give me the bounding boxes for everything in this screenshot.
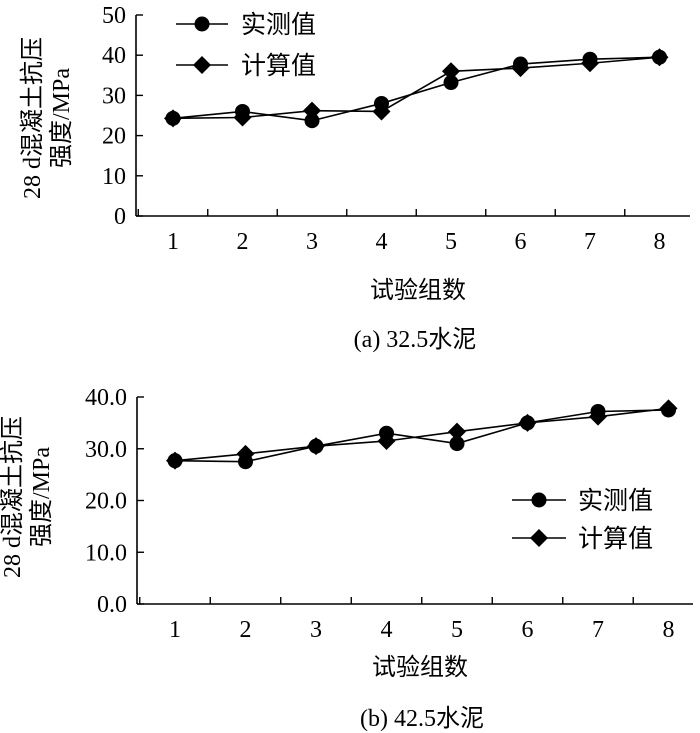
chart-b-y-tick-label: 0.0 (97, 592, 127, 618)
chart-a-y-tick-label: 10 (102, 164, 126, 190)
chart-a-x-tick-label: 1 (167, 229, 179, 255)
chart-a-legend-series-1: 实测值 (241, 11, 316, 39)
chart-a-x-tick-label: 3 (306, 229, 318, 255)
chart-b-ylabel-line-2: 强度/MPa (28, 447, 55, 547)
chart-b-legend: 实测值 计算值 (512, 487, 653, 553)
chart-b-series-2-point (659, 399, 678, 418)
chart-a-series-2-point (372, 102, 391, 121)
chart-a-series-2-point (442, 62, 460, 81)
chart-a-legend-diamond-marker (193, 56, 211, 74)
chart-b-series-1-point (449, 436, 465, 452)
chart-a-series-2-point (164, 109, 182, 128)
chart-a-32-5-cement: 0 10 20 30 40 50 1 2 3 4 5 6 7 8 28 d混凝土抗压 强度/MPa 试验组… (19, 3, 690, 353)
chart-b-y-tick-label: 30.0 (85, 437, 127, 463)
chart-b-x-tick-label: 3 (310, 617, 322, 643)
chart-a-series-2-point (650, 48, 669, 67)
chart-b-x-tick-label: 8 (663, 617, 675, 643)
chart-b-x-tick-label: 7 (592, 617, 604, 643)
chart-b-series-2-point (236, 444, 255, 463)
chart-a-legend-circle-marker (194, 16, 210, 32)
chart-b-ylabel-line-1: 28 d混凝土抗压 (0, 416, 26, 578)
chart-a-x-tick-label: 5 (445, 229, 457, 255)
chart-b-series-2-line (174, 407, 669, 462)
chart-a-y-tick-label: 50 (102, 3, 126, 29)
chart-b-y-tick-label: 40.0 (85, 385, 127, 411)
chart-b-series-1-line (174, 409, 669, 463)
chart-a-x-tick-label: 6 (515, 229, 527, 255)
chart-b-y-tick-label: 10.0 (85, 540, 127, 566)
chart-a-series-1-line (172, 56, 660, 122)
chart-b-caption: (b) 42.5水泥 (360, 705, 484, 732)
chart-b-legend-series-2: 计算值 (578, 525, 653, 553)
chart-a-series-1-point (443, 75, 459, 91)
chart-b-x-tick-label: 4 (381, 617, 393, 643)
chart-a-x-tick-label: 4 (376, 229, 388, 255)
chart-b-x-tick-label: 2 (240, 617, 252, 643)
chart-a-series-2-point (511, 59, 530, 78)
chart-b-legend-diamond-marker (530, 529, 548, 547)
chart-b-legend-circle-marker (531, 492, 547, 508)
chart-b-series-2-point (448, 422, 466, 441)
chart-a-series-2-line (172, 56, 660, 120)
chart-b-legend-series-1: 实测值 (578, 487, 653, 515)
chart-b-x-tick-label: 5 (451, 617, 463, 643)
chart-b-y-tick-label: 20.0 (85, 489, 127, 515)
chart-a-series-2-point (303, 101, 321, 120)
chart-a-x-tick-label: 2 (237, 229, 249, 255)
chart-a-x-tick-label: 8 (654, 229, 666, 255)
chart-a-legend-series-2: 计算值 (241, 52, 316, 80)
chart-a-ylabel-line-2: 强度/MPa (48, 68, 75, 168)
chart-a-y-tick-label: 0 (114, 204, 126, 230)
chart-a-y-tick-label: 20 (102, 124, 126, 150)
chart-a-series-2-point (581, 54, 599, 73)
chart-b-plot-area: 0.0 10.0 20.0 30.0 40.0 1 2 3 4 5 6 7 8 (85, 385, 693, 643)
chart-a-series-1-point (304, 113, 320, 129)
chart-a-legend: 实测值 计算值 (176, 11, 316, 80)
chart-a-caption: (a) 32.5水泥 (354, 326, 477, 353)
chart-a-x-tick-label: 7 (584, 229, 596, 255)
chart-a-y-tick-label: 30 (102, 83, 126, 109)
chart-b-x-tick-label: 1 (169, 617, 181, 643)
chart-a-y-tick-label: 40 (102, 43, 126, 69)
chart-b-series-2-point (307, 437, 325, 456)
chart-a-xlabel: 试验组数 (370, 277, 466, 304)
chart-b-42-5-cement: 0.0 10.0 20.0 30.0 40.0 1 2 3 4 5 6 7 8 28 d混凝土抗压 强度… (0, 385, 693, 732)
chart-a-plot-area: 0 10 20 30 40 50 1 2 3 4 5 6 7 8 (102, 3, 690, 255)
chart-a-series-2-point (233, 108, 252, 127)
chart-b-xlabel: 试验组数 (372, 654, 468, 681)
chart-b-series-2-point (589, 407, 607, 426)
chart-b-x-tick-label: 6 (522, 617, 534, 643)
chart-b-series-2-point (518, 413, 537, 432)
chart-b-series-2-point (166, 451, 184, 470)
chart-b-series-2-point (377, 431, 396, 450)
chart-a-ylabel-line-1: 28 d混凝土抗压 (19, 37, 46, 199)
